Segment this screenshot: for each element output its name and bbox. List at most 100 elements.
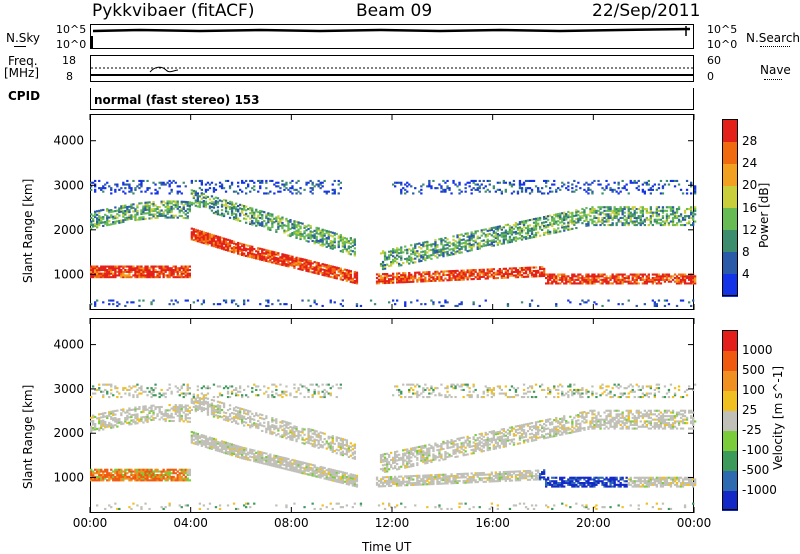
power-cell (124, 276, 127, 279)
power-cell (496, 233, 499, 236)
power-cell (530, 188, 534, 191)
power-cell (500, 269, 503, 272)
power-cell (134, 210, 137, 213)
date-title: 22/Sep/2011 (592, 1, 701, 21)
power-cell (537, 217, 540, 220)
power-cell (575, 212, 578, 215)
velocity-cell (222, 411, 226, 414)
velocity-cell (232, 409, 236, 412)
power-cell (241, 245, 244, 248)
power-cell (486, 229, 489, 232)
power-cell (416, 251, 419, 254)
velocity-cell (150, 392, 153, 395)
power-cell (388, 250, 391, 253)
power-cell (210, 233, 214, 236)
power-cell (424, 273, 427, 276)
velocity-cell (178, 411, 181, 414)
power-cell (534, 233, 538, 236)
velocity-cell (104, 415, 107, 418)
power-cell (543, 274, 546, 277)
power-cell (446, 247, 449, 250)
power-cell (204, 204, 208, 207)
power-cell (486, 244, 489, 247)
power-cell (204, 232, 208, 235)
power-cell (267, 219, 270, 222)
power-cell (506, 230, 510, 233)
power-cell (347, 245, 350, 248)
power-cell (277, 190, 280, 193)
velocity-cell (192, 435, 195, 438)
power-cell (299, 263, 302, 266)
power-cell (144, 205, 147, 208)
power-cell (466, 276, 469, 279)
power-cell (526, 219, 530, 222)
power-cell (243, 299, 246, 302)
power-cell (168, 200, 171, 203)
velocity-cell (112, 412, 115, 415)
velocity-cell (232, 445, 236, 448)
velocity-cell (94, 415, 97, 418)
power-cell (251, 247, 254, 250)
velocity-cell (158, 418, 161, 421)
power-cell (114, 210, 117, 213)
velocity-cell (202, 400, 205, 403)
power-cell (502, 226, 505, 229)
power-cell (390, 274, 393, 277)
power-cell (589, 215, 592, 218)
power-cell (90, 269, 93, 272)
power-cell (144, 269, 147, 272)
velocity-cell (100, 425, 103, 428)
power-cell (468, 272, 471, 275)
velocity-cell (220, 447, 224, 450)
power-cell (404, 272, 407, 275)
velocity-cell (222, 387, 226, 390)
power-cell (573, 278, 576, 281)
power-cell (94, 301, 97, 304)
power-cell (412, 277, 415, 280)
power-cell (190, 201, 193, 204)
velocity-cell (168, 404, 171, 407)
power-cell (247, 253, 250, 256)
power-cell (390, 250, 393, 253)
velocity-cell (224, 445, 228, 448)
power-cell (224, 204, 228, 207)
power-cell (579, 217, 582, 220)
velocity-cell (206, 408, 210, 411)
velocity-cell (220, 442, 224, 445)
power-cell (392, 249, 395, 252)
power-cell (448, 270, 451, 273)
power-cell (434, 279, 437, 282)
power-cell (410, 301, 413, 304)
power-cell (476, 272, 479, 275)
power-cell (222, 213, 226, 216)
power-cell (575, 227, 578, 230)
power-cell (518, 187, 522, 190)
power-cell (512, 267, 516, 270)
velocity-cell (102, 412, 105, 415)
power-cell (241, 253, 244, 256)
velocity-cell (106, 390, 109, 393)
power-cell (319, 268, 322, 271)
power-cell (587, 187, 590, 190)
power-cell (412, 249, 415, 252)
velocity-cell (212, 399, 216, 402)
power-cell (456, 275, 459, 278)
power-cell (502, 274, 505, 277)
power-cell (92, 265, 95, 268)
velocity-cell (110, 388, 113, 391)
power-cell (472, 269, 475, 272)
power-cell (128, 183, 131, 186)
power-cell (319, 183, 322, 186)
power-cell (410, 185, 413, 188)
power-cell (245, 205, 248, 208)
power-cell (182, 272, 185, 275)
power-cell (200, 179, 203, 182)
velocity-cell (202, 436, 205, 439)
power-cell (230, 301, 234, 304)
power-cell (589, 282, 592, 285)
velocity-cell (196, 443, 199, 446)
velocity-cell (182, 396, 185, 399)
power-cell (301, 259, 304, 262)
power-cell (299, 232, 302, 235)
power-cell (341, 249, 344, 252)
